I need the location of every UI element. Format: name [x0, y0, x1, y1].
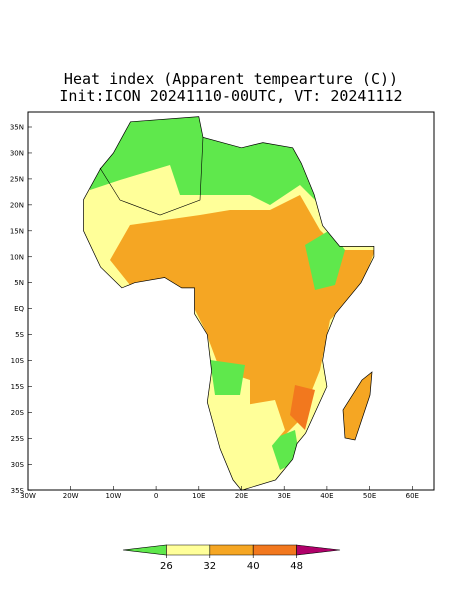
lon-label: 40E: [320, 492, 333, 500]
lon-label: 0: [154, 492, 158, 500]
lat-label: 25S: [11, 435, 25, 443]
colorbar-swatch: [209, 544, 254, 556]
colorbar-swatch: [252, 544, 297, 556]
colorbar-swatch: [122, 544, 167, 556]
lon-label: 60E: [406, 492, 419, 500]
colorbar-swatch: [296, 544, 341, 556]
lon-label: 20E: [235, 492, 248, 500]
lon-label: 30W: [20, 492, 36, 500]
colorbar-label: 32: [203, 561, 216, 572]
lat-label: 25N: [10, 175, 24, 183]
lat-label: 5N: [14, 279, 24, 287]
colorbar-label: 26: [160, 561, 173, 572]
lon-label: 10E: [192, 492, 205, 500]
lat-label: EQ: [14, 305, 24, 313]
lon-label: 50E: [363, 492, 376, 500]
lat-label: 30S: [11, 461, 25, 469]
lat-label: 20S: [11, 409, 25, 417]
colorbar-label: 40: [247, 561, 260, 572]
subtitle: Init:ICON 20241110-00UTC, VT: 20241112: [59, 87, 402, 105]
lat-label: 15S: [11, 383, 25, 391]
lat-label: 35N: [10, 124, 24, 132]
lon-label: 20W: [63, 492, 79, 500]
colorbar-label: 48: [290, 561, 303, 572]
africa: [83, 116, 375, 491]
lat-label: 20N: [10, 201, 24, 209]
lat-label: 5S: [15, 331, 24, 339]
colorbar-swatch: [166, 544, 211, 556]
lon-label: 10W: [105, 492, 121, 500]
map-frame: [27, 111, 435, 491]
lat-label: 35S: [11, 487, 25, 495]
lat-label: 15N: [10, 227, 24, 235]
lon-label: 30E: [278, 492, 291, 500]
lat-label: 30N: [10, 149, 24, 157]
lat-label: 10N: [10, 253, 24, 261]
title: Heat index (Apparent tempearture (C)): [64, 70, 398, 88]
lat-label: 10S: [11, 357, 25, 365]
